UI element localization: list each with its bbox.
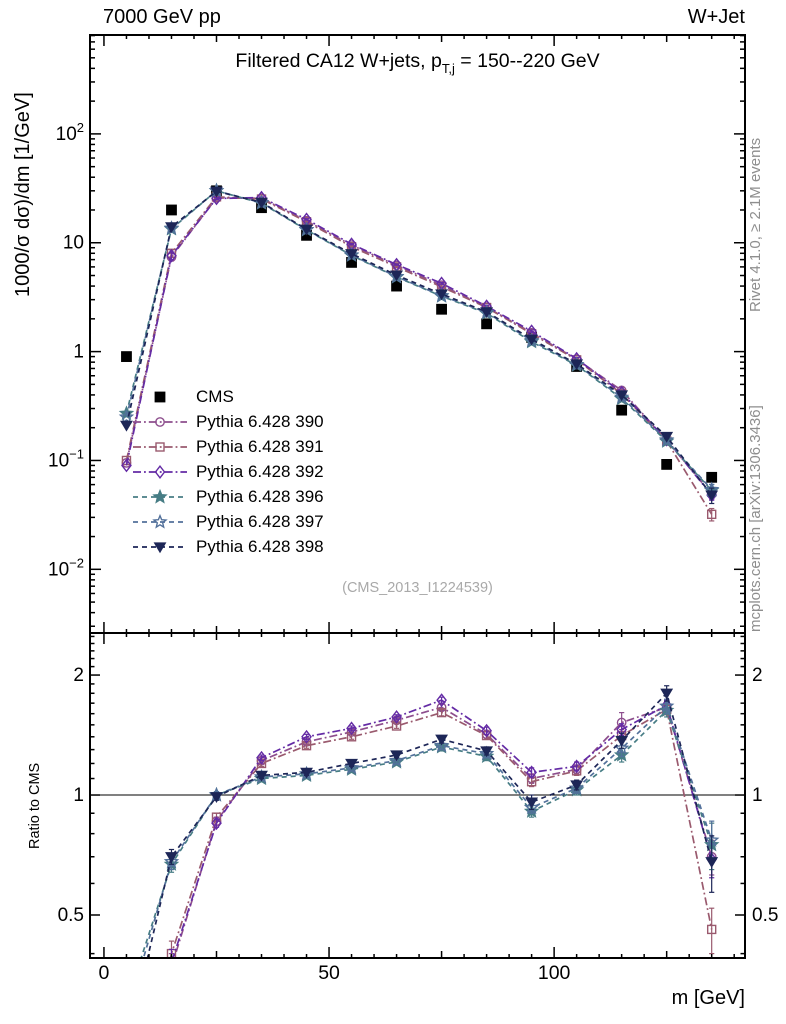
- xtick-label: 50: [318, 962, 340, 984]
- ratio-ytick-label-left: 2: [73, 665, 84, 686]
- legend-marker-star-filled-icon: [133, 488, 187, 504]
- plot-title-suffix: = 150--220 GeV: [454, 50, 600, 72]
- main-ytick-label: 1: [73, 342, 84, 363]
- legend-label: Pythia 6.428 390: [196, 411, 324, 431]
- main-ytick-label: 10−1: [48, 446, 84, 471]
- plot-title-subscript: T,j: [441, 61, 455, 76]
- legend-entry-py390: Pythia 6.428 390: [132, 409, 324, 434]
- y-axis-label-main: 1000/σ dσ)/dm [1/GeV]: [12, 92, 34, 297]
- main-ytick-label: 102: [56, 120, 84, 145]
- main-ytick-label: 10: [63, 233, 84, 254]
- legend-entry-py397: Pythia 6.428 397: [132, 509, 324, 534]
- main-ytick-label: 10−2: [48, 555, 84, 580]
- legend-marker-tridown-filled-icon: [133, 541, 187, 553]
- axis-ticks: [90, 34, 745, 958]
- legend-marker-star-open-icon: [133, 513, 187, 529]
- legend: CMS Pythia 6.428 390 Pythia 6.428 391 Pythi…: [132, 384, 324, 559]
- legend-label: Pythia 6.428 397: [196, 511, 324, 531]
- analysis-id-watermark: (CMS_2013_I1224539): [342, 580, 493, 596]
- legend-entry-cms: CMS: [132, 384, 324, 409]
- legend-entry-py391: Pythia 6.428 391: [132, 434, 324, 459]
- main-panel-series: [118, 182, 720, 522]
- plot-title-prefix: Filtered CA12 W+jets, p: [235, 50, 442, 72]
- ratio-ytick-label-right: 0.5: [752, 905, 778, 926]
- legend-entry-py392: Pythia 6.428 392: [132, 459, 324, 484]
- axis-tick-labels: 102 10 1 10−1 10−2 2 2 1 1 0.5 0.5 0 50 100: [48, 120, 778, 984]
- ratio-ytick-label-left: 0.5: [58, 905, 84, 926]
- ratio-series-py391: [166, 703, 717, 958]
- legend-entry-py398: Pythia 6.428 398: [132, 534, 324, 559]
- ratio-series-py390: [168, 701, 717, 958]
- beam-energy-label: 7000 GeV pp: [103, 6, 221, 28]
- rivet-version-note: Rivet 4.1.0, ≥ 2.1M events: [747, 137, 764, 312]
- legend-label: Pythia 6.428 396: [196, 486, 324, 506]
- legend-marker-square-filled-icon: [154, 391, 166, 402]
- y-axis-label-ratio: Ratio to CMS: [27, 762, 43, 849]
- xtick-label: 0: [99, 962, 110, 984]
- legend-label: Pythia 6.428 392: [196, 461, 324, 481]
- legend-marker-circle-open-icon: [133, 416, 187, 427]
- series-py398: [120, 186, 719, 505]
- xtick-label: 100: [538, 962, 571, 984]
- legend-entry-py396: Pythia 6.428 396: [132, 484, 324, 509]
- legend-label: Pythia 6.428 398: [196, 536, 324, 556]
- mcplots-reference-note: mcplots.cern.ch [arXiv:1306.3436]: [747, 405, 764, 632]
- legend-marker-square-open-icon: [133, 441, 187, 452]
- plot-title: Filtered CA12 W+jets, pT,j = 150--220 Ge…: [90, 50, 745, 76]
- legend-label: Pythia 6.428 391: [196, 436, 324, 456]
- ratio-series-py396: [140, 702, 720, 958]
- legend-marker-diamond-open-icon: [133, 464, 187, 479]
- ratio-panel-series: [140, 685, 720, 958]
- ratio-ytick-label-right: 1: [752, 785, 763, 806]
- ratio-ytick-label-left: 1: [73, 785, 84, 806]
- process-label: W+Jet: [687, 6, 745, 28]
- ratio-series-py398: [146, 685, 719, 958]
- x-axis-label: m [GeV]: [671, 987, 745, 1009]
- ratio-ytick-label-right: 2: [752, 665, 763, 686]
- legend-label: CMS: [196, 386, 234, 406]
